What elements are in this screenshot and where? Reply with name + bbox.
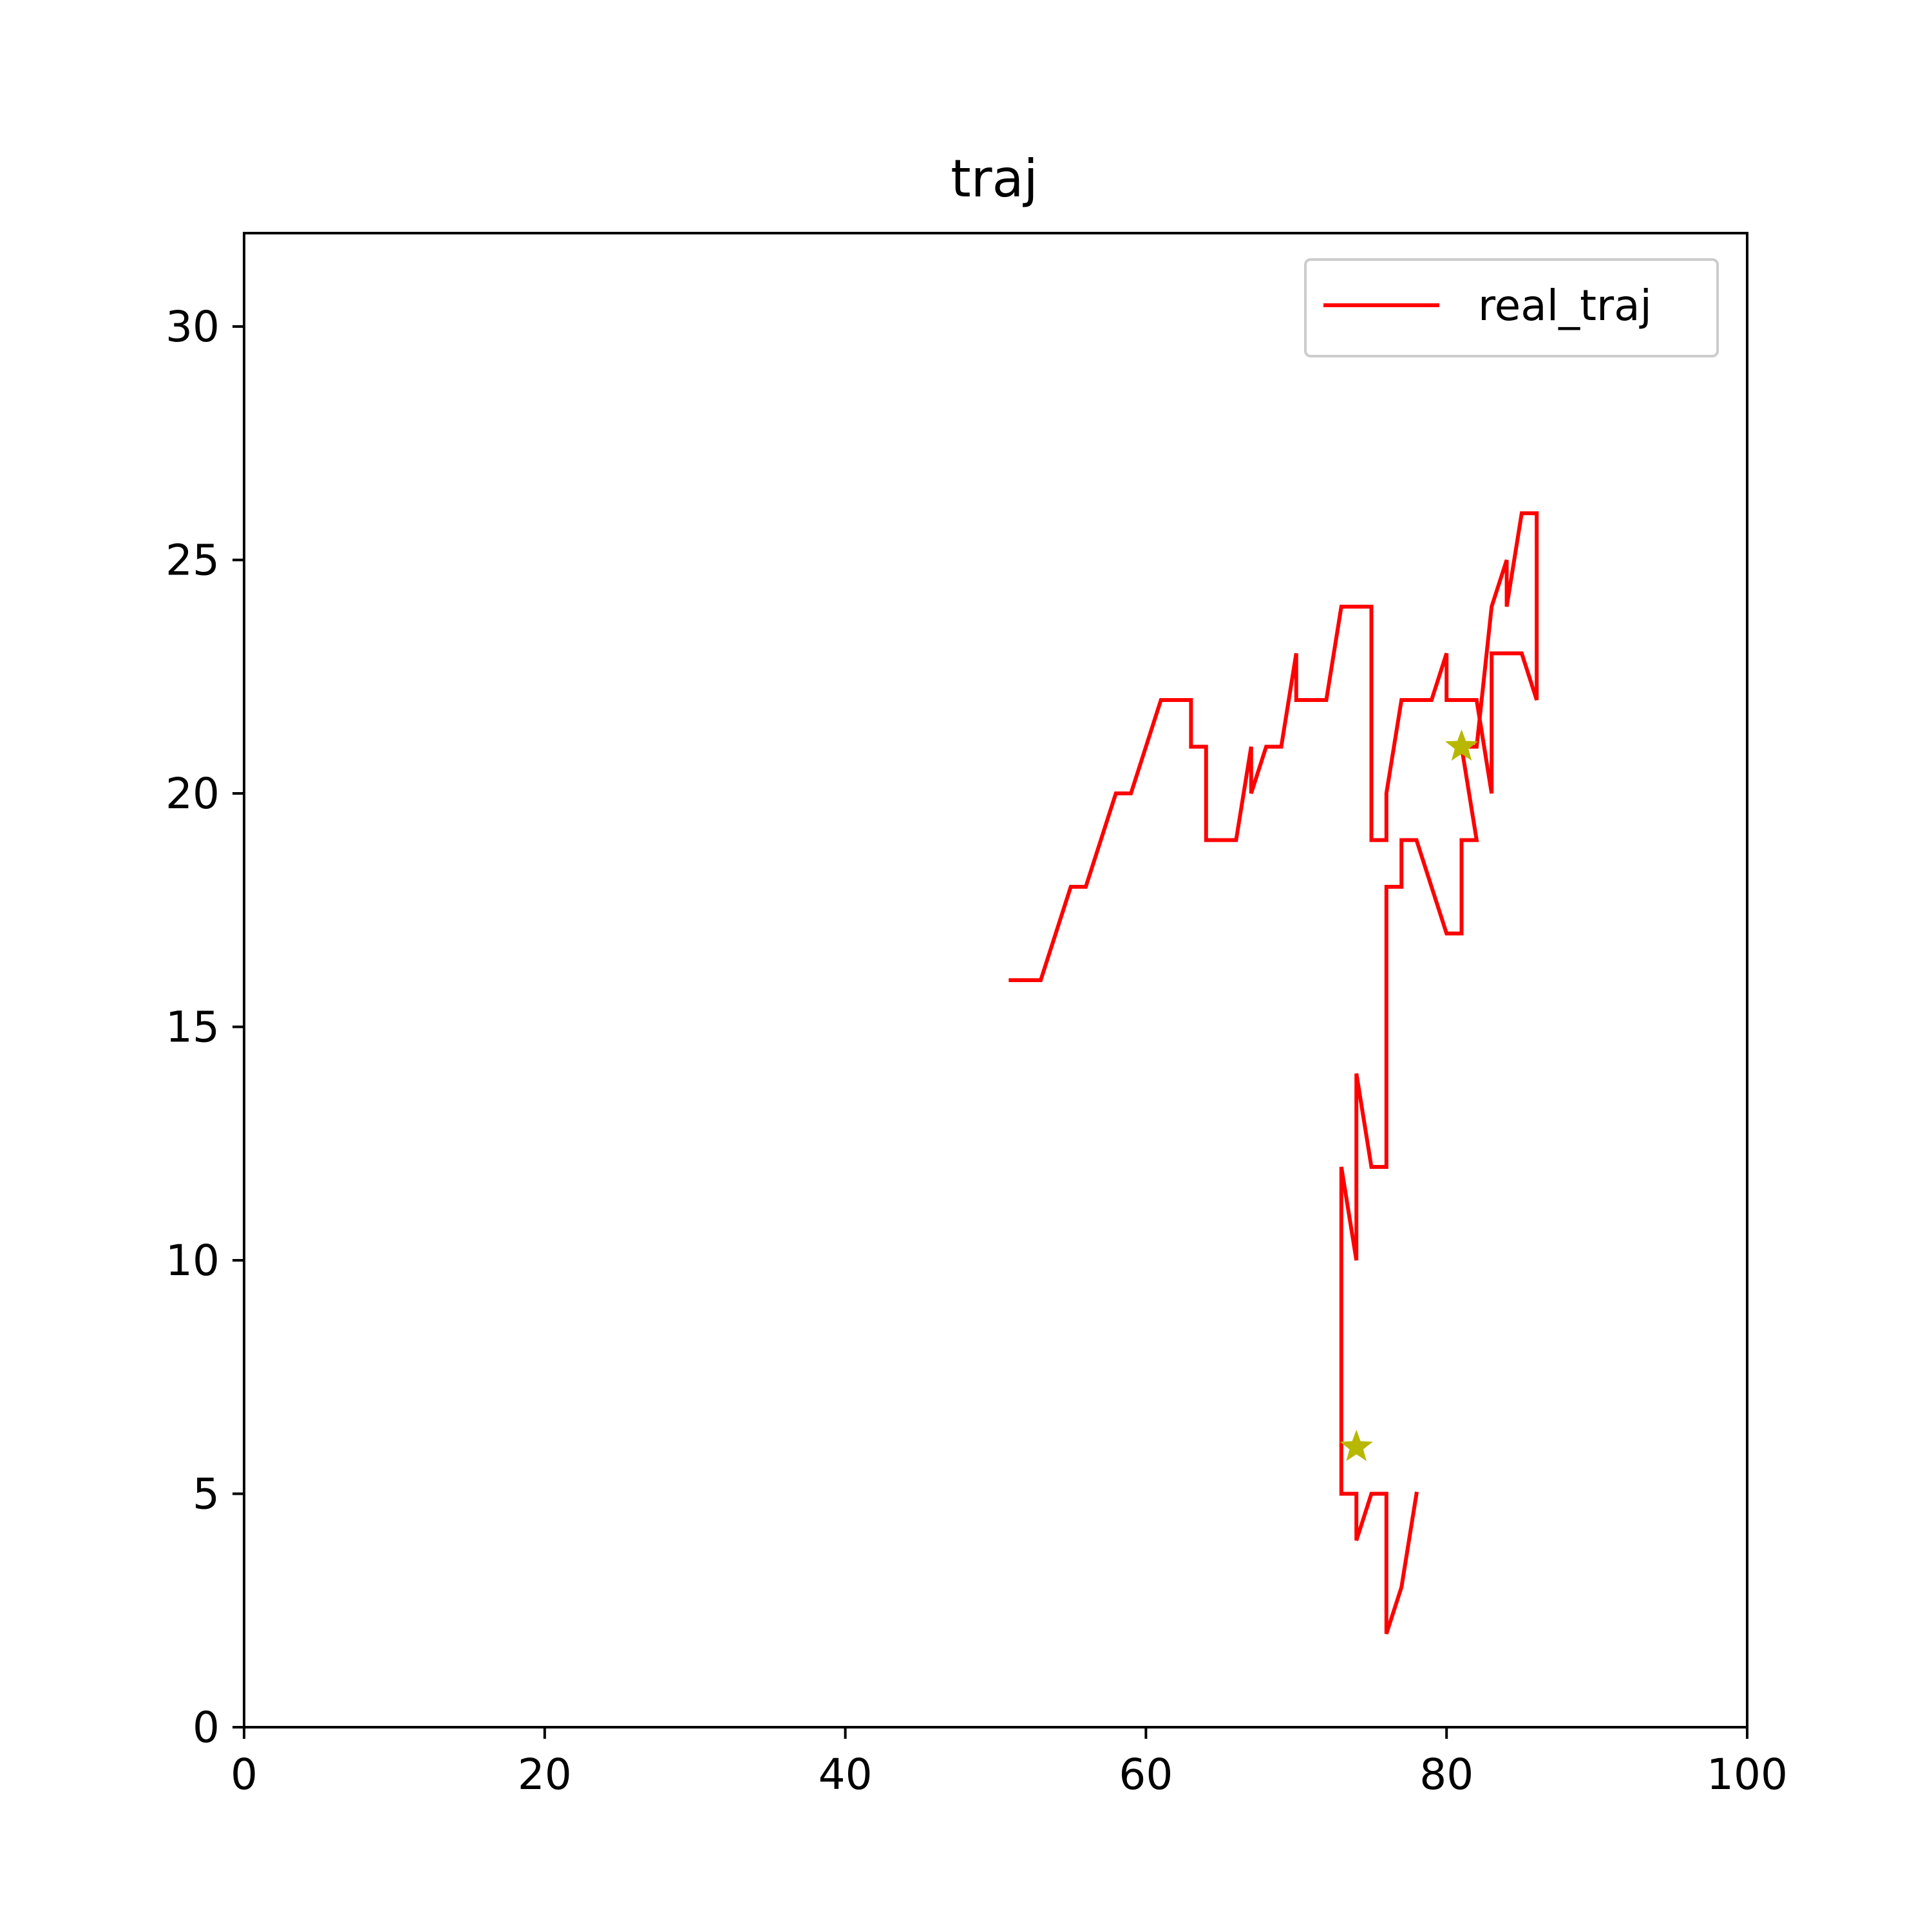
chart-title: traj [951, 149, 1038, 209]
legend-box [1304, 258, 1719, 357]
y-tick-label-20: 20 [166, 769, 220, 819]
x-tick-label-100: 100 [1707, 1750, 1788, 1799]
y-tick-label-5: 5 [193, 1470, 220, 1519]
y-tick-label-0: 0 [193, 1703, 220, 1752]
legend: real_traj [1304, 258, 1719, 357]
y-tick-label-10: 10 [166, 1236, 220, 1285]
star-marker-1 [1340, 1430, 1373, 1461]
series-layer [1009, 511, 1539, 1634]
x-tick-label-0: 0 [231, 1750, 258, 1799]
plot-frame [243, 232, 1748, 1728]
marker-layer [1340, 729, 1479, 1461]
series-line-0 [1009, 511, 1539, 1634]
x-axis: 0 20 40 60 80 100 [231, 1727, 1788, 1799]
legend-label-real-traj: real_traj [1478, 281, 1652, 330]
x-tick-label-80: 80 [1419, 1750, 1473, 1799]
y-tick-label-25: 25 [166, 536, 220, 585]
x-tick-label-60: 60 [1119, 1750, 1173, 1799]
y-tick-label-15: 15 [166, 1003, 220, 1052]
y-axis: 0 5 10 15 20 25 30 [166, 302, 244, 1752]
y-tick-label-30: 30 [166, 302, 220, 352]
x-tick-label-20: 20 [518, 1750, 572, 1799]
star-marker-0 [1444, 729, 1479, 761]
x-tick-label-40: 40 [819, 1750, 873, 1799]
